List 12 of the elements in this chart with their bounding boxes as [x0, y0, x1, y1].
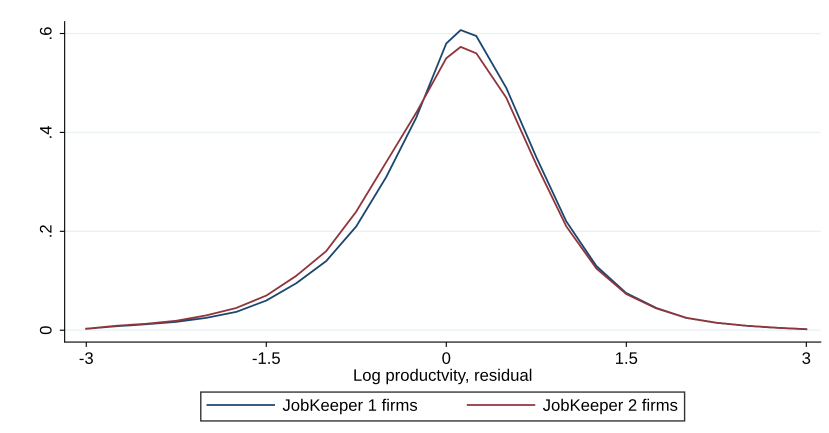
y-tick-label: .2	[40, 225, 52, 237]
x-tick-label: 3	[802, 352, 810, 364]
legend-label: JobKeeper 2 firms	[542, 398, 678, 414]
x-tick-label: 0	[442, 352, 450, 364]
y-tick-label: .6	[40, 27, 52, 39]
x-axis-title: Log productvity, residual	[354, 368, 532, 384]
legend-label: JobKeeper 1 firms	[282, 398, 418, 414]
x-tick-label: -1.5	[252, 352, 280, 364]
x-tick-label: -3	[80, 352, 93, 364]
y-tick-label: .4	[40, 126, 52, 138]
y-tick-label: 0	[40, 326, 52, 334]
x-tick-label: 1.5	[616, 352, 638, 364]
